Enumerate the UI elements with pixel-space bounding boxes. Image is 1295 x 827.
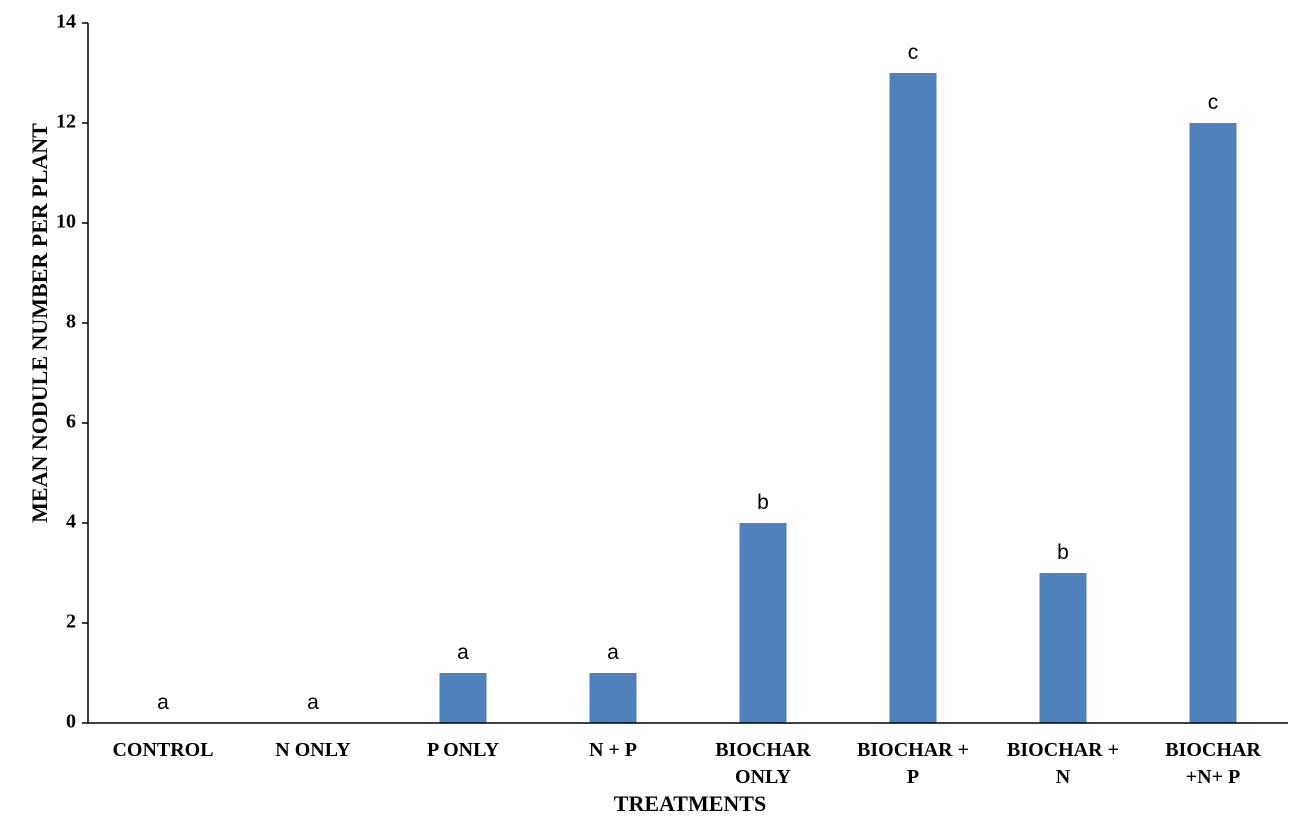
bar [739, 523, 787, 723]
bar-data-label: a [457, 641, 469, 664]
y-tick-label: 10 [56, 211, 76, 233]
y-axis-title: MEAN NODULE NUMBER PER PLANT [27, 123, 52, 523]
bar-data-label: c [1208, 91, 1219, 114]
y-tick-label: 6 [66, 411, 76, 433]
x-category-label: P ONLY [427, 739, 500, 761]
bar-data-label: a [607, 641, 619, 664]
x-axis-title: TREATMENTS [614, 791, 766, 816]
bar [1039, 573, 1087, 723]
x-category-label: BIOCHAR +N+ P [1165, 739, 1261, 788]
bar-data-label: b [1057, 541, 1069, 564]
bar [439, 673, 487, 723]
x-category-label: N + P [589, 739, 637, 761]
y-tick-label: 14 [56, 11, 76, 33]
y-tick-label: 2 [66, 611, 76, 633]
y-tick-label: 0 [66, 711, 76, 733]
bar [889, 73, 937, 723]
y-tick-label: 8 [66, 311, 76, 333]
x-category-label: N ONLY [275, 739, 351, 761]
bar [589, 673, 637, 723]
x-category-label: CONTROL [112, 739, 213, 761]
bar-data-label: a [157, 691, 169, 714]
y-tick-label: 4 [66, 511, 76, 533]
x-category-label: BIOCHAR ONLY [715, 739, 811, 788]
bar-data-label: b [757, 491, 769, 514]
x-category-label: BIOCHAR + P [857, 739, 969, 788]
bar-data-label: c [908, 41, 919, 64]
bar-data-label: a [307, 691, 319, 714]
x-category-label: BIOCHAR + N [1007, 739, 1119, 788]
y-tick-label: 12 [56, 111, 76, 133]
bar [1189, 123, 1237, 723]
